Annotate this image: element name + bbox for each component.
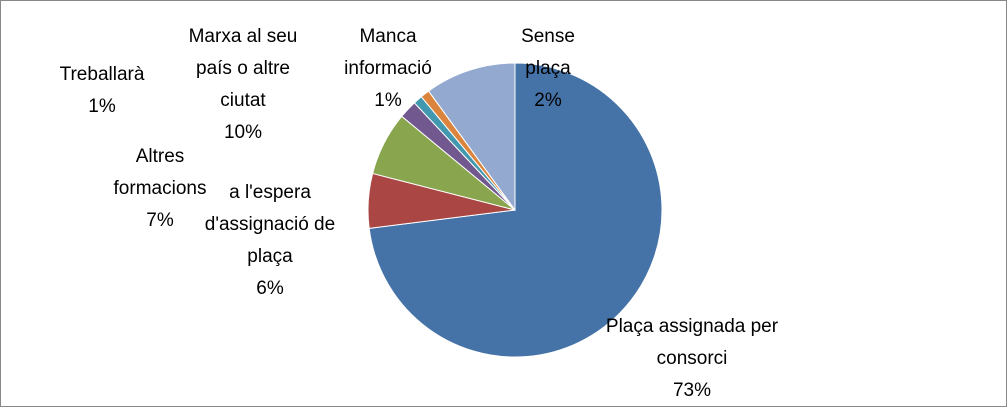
slice-label: Treballarà (60, 64, 145, 85)
slice-value-label: 10% (224, 122, 262, 143)
slice-label: Manca informació (344, 26, 432, 79)
slice-label: a l'espera d'assignació de plaça (205, 182, 335, 267)
slice-value-label: 7% (146, 210, 174, 231)
slice-label: Sense plaça (521, 26, 575, 79)
pie-slice (427, 62, 516, 212)
slice-value-label: 2% (534, 90, 562, 111)
slice-label: Plaça assignada per consorci (606, 316, 779, 369)
slice-value-label: 73% (673, 380, 711, 401)
slice-value-label: 1% (374, 90, 402, 111)
pie-slice (368, 62, 663, 358)
slice-label: Marxa al seu país o altre ciutat (189, 26, 298, 111)
slice-label: Altres formacions (114, 146, 207, 199)
slice-value-label: 6% (256, 278, 284, 299)
slice-value-label: 1% (88, 96, 116, 117)
